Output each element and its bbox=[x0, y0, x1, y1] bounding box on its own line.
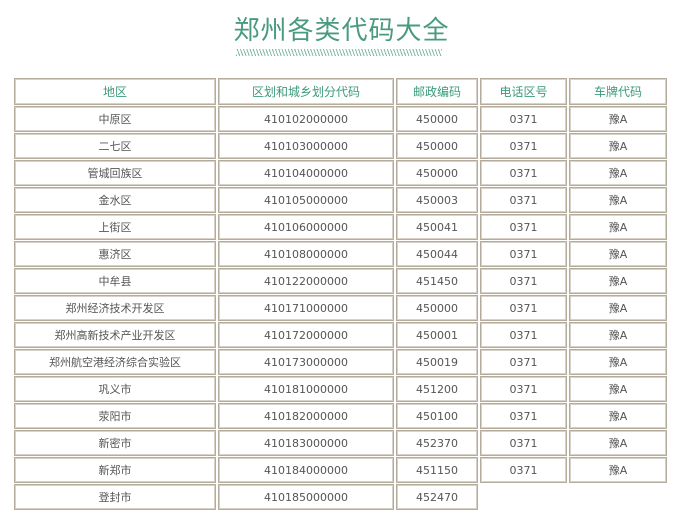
table-cell: 450044 bbox=[396, 241, 478, 267]
table-cell: 450003 bbox=[396, 187, 478, 213]
blank-area bbox=[480, 484, 683, 521]
table-cell: 450000 bbox=[396, 133, 478, 159]
table-cell: 0371 bbox=[480, 457, 567, 483]
table-row: 郑州航空港经济综合实验区 410173000000 450019 0371 豫A bbox=[14, 349, 667, 375]
table-cell: 中牟县 bbox=[14, 268, 216, 294]
table-row: 郑州经济技术开发区 410171000000 450000 0371 豫A bbox=[14, 295, 667, 321]
table-cell: 金水区 bbox=[14, 187, 216, 213]
table-cell: 荥阳市 bbox=[14, 403, 216, 429]
table-cell: 0371 bbox=[480, 403, 567, 429]
table-cell: 豫A bbox=[569, 322, 667, 348]
table-cell: 郑州航空港经济综合实验区 bbox=[14, 349, 216, 375]
table-row: 管城回族区 410104000000 450000 0371 豫A bbox=[14, 160, 667, 186]
table-cell: 450000 bbox=[396, 295, 478, 321]
table-cell: 410184000000 bbox=[218, 457, 394, 483]
table-row: 巩义市 410181000000 451200 0371 豫A bbox=[14, 376, 667, 402]
table-cell: 0371 bbox=[480, 268, 567, 294]
table-cell: 452370 bbox=[396, 430, 478, 456]
table-cell: 登封市 bbox=[14, 484, 216, 510]
column-header: 电话区号 bbox=[480, 78, 567, 105]
table-cell: 豫A bbox=[569, 133, 667, 159]
table-cell: 410105000000 bbox=[218, 187, 394, 213]
table-cell: 豫A bbox=[569, 214, 667, 240]
table-cell: 豫A bbox=[569, 403, 667, 429]
table-cell: 410181000000 bbox=[218, 376, 394, 402]
table-cell: 410103000000 bbox=[218, 133, 394, 159]
table-header-row: 地区 区划和城乡划分代码 邮政编码 电话区号 车牌代码 bbox=[14, 78, 667, 105]
table-row: 惠济区 410108000000 450044 0371 豫A bbox=[14, 241, 667, 267]
table-cell: 豫A bbox=[569, 376, 667, 402]
table-cell: 410173000000 bbox=[218, 349, 394, 375]
table-cell: 0371 bbox=[480, 133, 567, 159]
table-cell: 410122000000 bbox=[218, 268, 394, 294]
page-title: 郑州各类代码大全 bbox=[233, 16, 450, 46]
table-cell: 450100 bbox=[396, 403, 478, 429]
table-cell: 0371 bbox=[480, 295, 567, 321]
table-row: 荥阳市 410182000000 450100 0371 豫A bbox=[14, 403, 667, 429]
table-cell: 0371 bbox=[480, 349, 567, 375]
table-row: 登封市 410185000000 452470 bbox=[14, 484, 667, 510]
table-cell: 豫A bbox=[569, 187, 667, 213]
table-cell: 豫A bbox=[569, 268, 667, 294]
table-cell: 郑州经济技术开发区 bbox=[14, 295, 216, 321]
column-header: 邮政编码 bbox=[396, 78, 478, 105]
table-cell: 450000 bbox=[396, 106, 478, 132]
table-row: 新郑市 410184000000 451150 0371 豫A bbox=[14, 457, 667, 483]
table-cell: 0371 bbox=[480, 106, 567, 132]
table-cell: 豫A bbox=[569, 349, 667, 375]
table-cell: 450001 bbox=[396, 322, 478, 348]
table-cell: 410171000000 bbox=[218, 295, 394, 321]
column-header: 车牌代码 bbox=[569, 78, 667, 105]
table-cell: 惠济区 bbox=[14, 241, 216, 267]
table-cell: 450041 bbox=[396, 214, 478, 240]
table-cell: 451450 bbox=[396, 268, 478, 294]
table-cell: 二七区 bbox=[14, 133, 216, 159]
table-cell: 410185000000 bbox=[218, 484, 394, 510]
table-cell: 410106000000 bbox=[218, 214, 394, 240]
table-cell: 巩义市 bbox=[14, 376, 216, 402]
table-row: 新密市 410183000000 452370 0371 豫A bbox=[14, 430, 667, 456]
table-cell: 410104000000 bbox=[218, 160, 394, 186]
table-cell: 0371 bbox=[480, 187, 567, 213]
table-row: 二七区 410103000000 450000 0371 豫A bbox=[14, 133, 667, 159]
table-cell: 0371 bbox=[480, 322, 567, 348]
table-cell: 410182000000 bbox=[218, 403, 394, 429]
table-cell: 中原区 bbox=[14, 106, 216, 132]
table-cell: 451200 bbox=[396, 376, 478, 402]
table-row: 上街区 410106000000 450041 0371 豫A bbox=[14, 214, 667, 240]
table-cell: 410183000000 bbox=[218, 430, 394, 456]
table-cell: 0371 bbox=[480, 214, 567, 240]
table-cell: 0371 bbox=[480, 430, 567, 456]
title-underline-decoration bbox=[236, 49, 442, 56]
table-cell: 451150 bbox=[396, 457, 478, 483]
table-row: 中原区 410102000000 450000 0371 豫A bbox=[14, 106, 667, 132]
table-cell: 452470 bbox=[396, 484, 478, 510]
table-row: 中牟县 410122000000 451450 0371 豫A bbox=[14, 268, 667, 294]
table-cell: 管城回族区 bbox=[14, 160, 216, 186]
table-cell: 新密市 bbox=[14, 430, 216, 456]
table-cell: 450000 bbox=[396, 160, 478, 186]
table-cell: 豫A bbox=[569, 241, 667, 267]
table-cell: 410172000000 bbox=[218, 322, 394, 348]
table-cell: 豫A bbox=[569, 430, 667, 456]
table-cell: 豫A bbox=[569, 160, 667, 186]
table-row: 郑州高新技术产业开发区 410172000000 450001 0371 豫A bbox=[14, 322, 667, 348]
table-cell: 410108000000 bbox=[218, 241, 394, 267]
column-header: 地区 bbox=[14, 78, 216, 105]
table-row: 金水区 410105000000 450003 0371 豫A bbox=[14, 187, 667, 213]
table-cell: 上街区 bbox=[14, 214, 216, 240]
table-cell: 410102000000 bbox=[218, 106, 394, 132]
column-header: 区划和城乡划分代码 bbox=[218, 78, 394, 105]
table-cell: 郑州高新技术产业开发区 bbox=[14, 322, 216, 348]
table-cell: 豫A bbox=[569, 295, 667, 321]
table-cell: 0371 bbox=[480, 160, 567, 186]
table-cell: 豫A bbox=[569, 106, 667, 132]
codes-table: 地区 区划和城乡划分代码 邮政编码 电话区号 车牌代码 中原区 410102000000 4… bbox=[12, 77, 669, 511]
table-cell: 0371 bbox=[480, 376, 567, 402]
table-cell: 新郑市 bbox=[14, 457, 216, 483]
table-cell: 450019 bbox=[396, 349, 478, 375]
table-cell: 0371 bbox=[480, 241, 567, 267]
table-cell: 豫A bbox=[569, 457, 667, 483]
